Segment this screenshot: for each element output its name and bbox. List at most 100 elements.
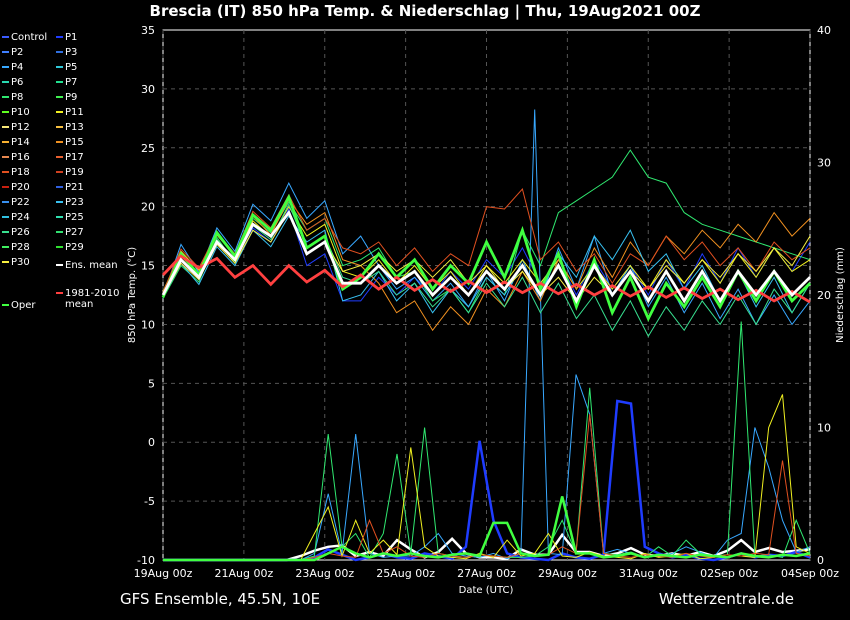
legend-label: P20 — [11, 182, 30, 193]
legend-label: P25 — [65, 212, 84, 223]
legend-swatch — [56, 141, 63, 143]
legend-item-p14: P14 — [2, 137, 30, 148]
legend-label: P19 — [65, 167, 84, 178]
chart-title: Brescia (IT) 850 hPa Temp. & Niederschla… — [149, 2, 701, 20]
legend-swatch — [56, 66, 63, 68]
y2-tick-label-0: 0 — [817, 554, 824, 567]
legend-swatch — [2, 36, 9, 38]
legend-swatch — [56, 171, 63, 173]
legend-label: P28 — [11, 242, 30, 253]
y-tick-label-1: -5 — [144, 495, 155, 508]
legend-swatch — [2, 111, 9, 113]
legend-item-p9: P9 — [56, 92, 77, 103]
legend-item-p17: P17 — [56, 152, 84, 163]
legend-label: P7 — [65, 77, 78, 88]
legend-label: P27 — [65, 227, 84, 238]
legend-swatch — [2, 141, 9, 143]
legend-label: 1981-2010 mean — [65, 288, 120, 310]
legend-label: P4 — [11, 62, 24, 73]
legend-swatch — [2, 51, 9, 53]
legend-label: P1 — [65, 32, 78, 43]
legend-swatch — [2, 186, 9, 188]
y-tick-label-9: 35 — [141, 24, 155, 37]
legend-item-p10: P10 — [2, 107, 30, 118]
footer-model-info: GFS Ensemble, 45.5N, 10E — [120, 590, 321, 608]
x-tick-label-2: 23Aug 00z — [295, 567, 354, 580]
temp-series-p30 — [162, 210, 811, 302]
legend-label: P11 — [65, 107, 84, 118]
y2-tick-label-1: 10 — [817, 422, 831, 435]
legend-item-p4: P4 — [2, 62, 23, 73]
legend-item-p23: P23 — [56, 197, 84, 208]
legend-swatch — [56, 81, 63, 83]
legend-label: Control — [11, 32, 48, 43]
legend-swatch — [2, 156, 9, 158]
y2-tick-label-4: 40 — [817, 24, 831, 37]
legend-item-p30: P30 — [2, 257, 30, 268]
legend-item-p19: P19 — [56, 167, 84, 178]
ticks: -10 -5 0 5 10 15 20 25 30 35 0 10 20 30 40 19Aug 00z 21A… — [134, 24, 840, 580]
legend-item-p18: P18 — [2, 167, 30, 178]
legend-label: P18 — [11, 167, 30, 178]
legend-swatch — [2, 304, 9, 306]
temp-series-oper — [161, 193, 811, 322]
legend-swatch — [2, 66, 9, 68]
temp-series-ens-mean — [161, 209, 811, 304]
legend-label: P21 — [65, 182, 84, 193]
y-axis-label: 850 hPa Temp. (°C) — [127, 247, 138, 343]
legend-label: P23 — [65, 197, 84, 208]
legend-swatch — [56, 111, 63, 113]
x-tick-label-3: 25Aug 00z — [376, 567, 435, 580]
precip-lines — [163, 109, 811, 562]
legend-label: P16 — [11, 152, 30, 163]
temp-series-p26 — [162, 203, 811, 338]
x-tick-label-1: 21Aug 00z — [215, 567, 274, 580]
legend-swatch — [2, 171, 9, 173]
y-tick-label-8: 30 — [141, 83, 155, 96]
y-tick-label-5: 15 — [141, 260, 155, 273]
legend-label: P8 — [11, 92, 24, 103]
legend-item-p2: P2 — [2, 47, 23, 58]
legend-label: P14 — [11, 137, 30, 148]
legend-label: P13 — [65, 122, 84, 133]
legend-label: P5 — [65, 62, 78, 73]
legend-item-p20: P20 — [2, 182, 30, 193]
legend-swatch — [56, 216, 63, 218]
legend-swatch — [56, 96, 63, 98]
legend-label: P30 — [11, 257, 30, 268]
legend-swatch — [2, 96, 9, 98]
legend-swatch — [56, 186, 63, 188]
legend-item-p27: P27 — [56, 227, 84, 238]
legend-label: P26 — [11, 227, 30, 238]
temp-lines — [161, 149, 811, 338]
legend-item-p25: P25 — [56, 212, 84, 223]
legend-item-1981-2010-mean: 1981-2010 mean — [56, 288, 135, 310]
legend-item-p11: P11 — [56, 107, 84, 118]
legend-item-p12: P12 — [2, 122, 30, 133]
x-tick-label-4: 27Aug 00z — [457, 567, 516, 580]
footer-site: Wetterzentrale.de — [658, 590, 794, 608]
legend-swatch — [56, 156, 63, 158]
y2-tick-label-2: 20 — [817, 289, 831, 302]
legend-swatch — [2, 246, 9, 248]
x-tick-label-7: 02Sep 00z — [700, 567, 758, 580]
legend-swatch — [2, 261, 9, 263]
legend-label: P10 — [11, 107, 30, 118]
legend-item-p26: P26 — [2, 227, 30, 238]
legend-label: P24 — [11, 212, 30, 223]
legend-label: P9 — [65, 92, 78, 103]
legend-item-p7: P7 — [56, 77, 77, 88]
y-tick-label-0: -10 — [137, 554, 155, 567]
legend-item-p13: P13 — [56, 122, 84, 133]
x-tick-label-5: 29Aug 00z — [538, 567, 597, 580]
temp-series-1981-2010-mean — [161, 254, 811, 304]
legend-label: P6 — [11, 77, 24, 88]
legend-item-p6: P6 — [2, 77, 23, 88]
legend-swatch — [56, 201, 63, 203]
legend-label: P22 — [11, 197, 30, 208]
y-tick-label-7: 25 — [141, 142, 155, 155]
legend-label: P15 — [65, 137, 84, 148]
legend-label: P17 — [65, 152, 84, 163]
legend-swatch — [2, 126, 9, 128]
